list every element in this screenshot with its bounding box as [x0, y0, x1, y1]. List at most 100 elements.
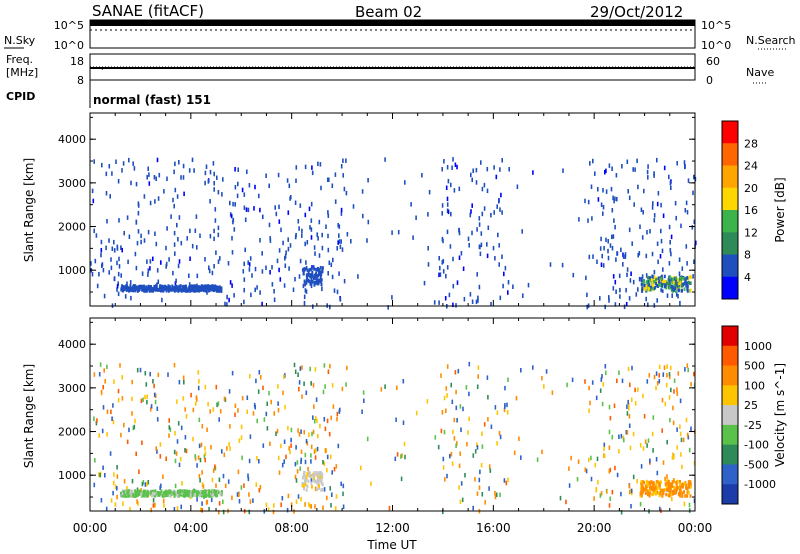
range-cell [665, 479, 668, 485]
range-cell [488, 486, 490, 491]
range-cell [643, 414, 646, 419]
range-cell [237, 469, 240, 475]
range-cell [310, 381, 312, 386]
range-cell [477, 374, 479, 379]
range-cell [238, 438, 241, 443]
range-cell [604, 364, 607, 369]
range-cell [618, 434, 620, 439]
range-cell [457, 368, 460, 374]
range-cell [333, 288, 336, 293]
range-cell [480, 242, 483, 248]
cluster-cell [670, 284, 673, 289]
range-cell [135, 265, 138, 271]
range-cell [142, 397, 144, 402]
cluster-cell [673, 489, 676, 493]
cluster-cell [315, 276, 318, 280]
cluster-cell [659, 278, 662, 283]
range-cell [637, 387, 639, 392]
range-cell [600, 491, 603, 496]
range-cell [391, 295, 393, 300]
colorbar-segment [722, 424, 738, 446]
range-cell [269, 270, 271, 275]
range-cell [221, 449, 223, 454]
range-cell [144, 371, 147, 376]
range-cell [278, 204, 280, 210]
range-cell [612, 286, 615, 291]
range-cell [651, 205, 654, 210]
range-cell [269, 238, 272, 243]
range-cell [483, 182, 486, 188]
range-cell [666, 373, 668, 378]
cluster-cell [219, 287, 221, 292]
range-cell [199, 233, 201, 238]
range-cell [195, 214, 198, 219]
range-cell [185, 414, 188, 419]
range-cell [194, 401, 197, 406]
range-cell [679, 398, 682, 404]
range-cell [98, 433, 100, 438]
range-cell [317, 161, 319, 167]
range-cell [438, 300, 440, 305]
range-cell [653, 218, 656, 223]
range-cell [494, 490, 496, 496]
range-cell [217, 225, 220, 231]
range-cell [668, 174, 670, 180]
range-cell [241, 395, 244, 401]
range-cell [293, 362, 296, 368]
range-cell [660, 202, 662, 208]
cluster-cell [146, 289, 148, 293]
range-cell [141, 481, 144, 487]
range-cell [336, 289, 339, 295]
range-cell [122, 161, 125, 166]
cluster-cell [156, 491, 159, 495]
range-cell [191, 157, 194, 163]
range-cell [278, 267, 280, 273]
range-cell [615, 257, 617, 262]
range-cell [186, 236, 188, 241]
range-cell [342, 173, 344, 178]
cluster-cell [646, 483, 649, 487]
range-cell [305, 390, 308, 395]
range-cell [613, 218, 615, 223]
cluster-cell [671, 492, 674, 496]
range-cell [312, 429, 315, 435]
cluster-cell [308, 268, 311, 272]
range-cell [167, 372, 169, 377]
range-cell [592, 254, 594, 259]
range-cell [228, 442, 230, 447]
cluster-cell [665, 487, 668, 491]
cluster-cell [645, 284, 648, 289]
range-cell [503, 271, 505, 277]
y-tick-label: 3000 [58, 382, 86, 395]
range-cell [168, 418, 170, 423]
range-cell [447, 178, 450, 184]
cluster-cell [172, 490, 175, 495]
x-tick-label: 08:00 [274, 521, 309, 535]
range-cell [471, 177, 473, 183]
range-cell [229, 446, 231, 451]
range-cell [693, 174, 695, 180]
range-cell [120, 245, 122, 250]
cluster-cell [672, 287, 675, 291]
range-cell [91, 188, 94, 194]
y-tick-label: 1000 [58, 264, 86, 277]
range-cell [193, 168, 195, 173]
range-cell [222, 499, 224, 505]
cluster-cell [667, 488, 670, 492]
range-cell [297, 428, 299, 433]
cluster-cell [180, 492, 183, 497]
cluster-cell [120, 288, 123, 292]
cluster-cell [673, 485, 675, 490]
range-cell [591, 216, 593, 221]
range-cell [95, 420, 98, 426]
cluster-cell [126, 491, 129, 495]
range-cell [611, 246, 614, 251]
range-cell [490, 301, 492, 307]
range-cell [666, 474, 668, 479]
range-cell [670, 185, 672, 190]
colorbar-segment [722, 405, 738, 426]
range-cell [314, 455, 317, 460]
cluster-cell [679, 491, 682, 495]
cluster-cell [141, 285, 144, 289]
range-cell [218, 477, 221, 482]
